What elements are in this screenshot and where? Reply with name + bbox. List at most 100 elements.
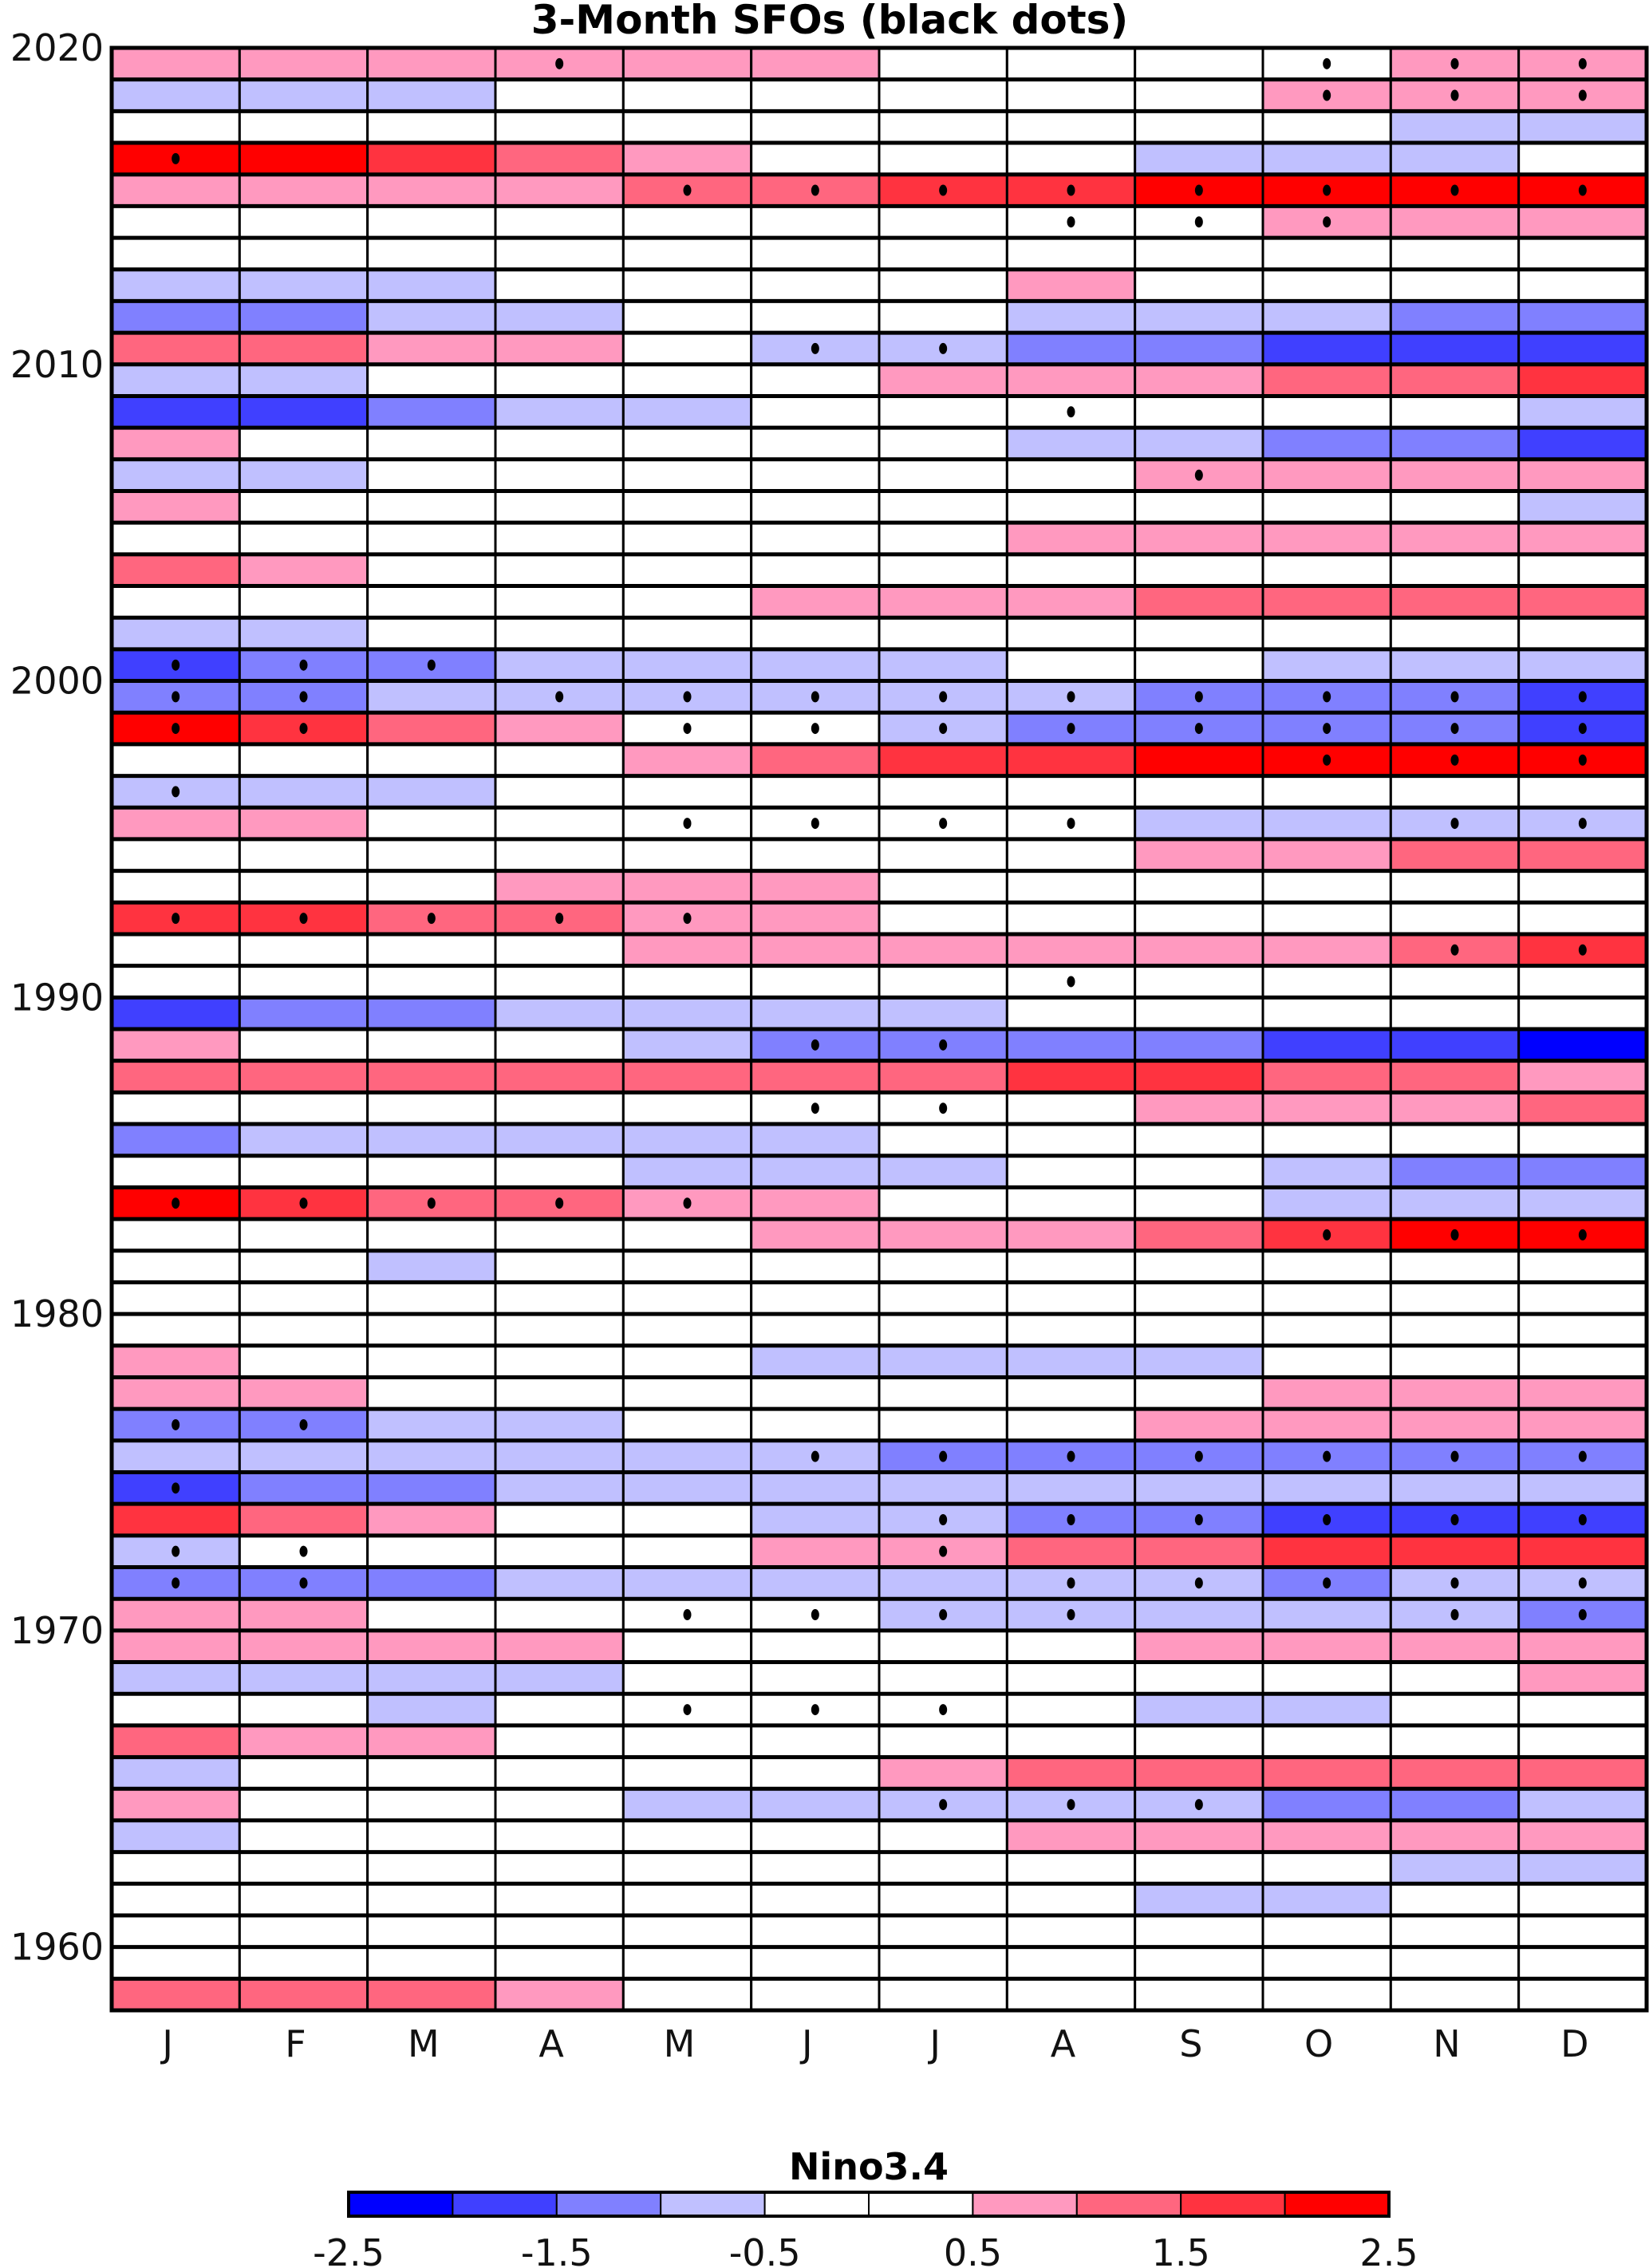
month-label: D	[1560, 2022, 1588, 2065]
cell-1966-8	[1134, 1724, 1264, 1759]
cell-1959-4	[621, 1946, 753, 1980]
colorbar-swatch	[348, 2191, 454, 2217]
cell-1991-3	[494, 933, 625, 968]
cell-1989-10	[1389, 996, 1521, 1031]
cell-1961-1	[238, 1882, 369, 1917]
cell-1980-7	[1005, 1280, 1137, 1315]
cell-2008-3	[494, 394, 625, 429]
cell-1976-4	[621, 1407, 753, 1442]
month-label: A	[1051, 2022, 1076, 2065]
cell-1972-9	[1261, 1534, 1392, 1569]
cell-1961-4	[621, 1882, 753, 1917]
cell-1988-9	[1261, 1028, 1392, 1063]
cell-2016-6	[878, 141, 1008, 176]
sfo-dot-1970-5	[811, 1609, 819, 1621]
cell-2002-1	[238, 585, 369, 619]
cell-2009-5	[750, 363, 881, 397]
cell-1994-11	[1517, 838, 1648, 873]
cell-2006-5	[750, 458, 881, 492]
cell-1980-0	[110, 1280, 241, 1315]
cell-2005-2	[366, 489, 497, 524]
cell-2004-4	[621, 521, 753, 556]
cell-2003-9	[1261, 553, 1392, 588]
cell-1974-1	[238, 1470, 369, 1505]
sfo-dot-1982-10	[1450, 1229, 1459, 1240]
cell-2011-6	[878, 299, 1008, 334]
cell-2006-3	[494, 458, 625, 492]
cell-1958-11	[1517, 1977, 1648, 2012]
cell-2017-0	[110, 109, 241, 144]
cell-1969-3	[494, 1629, 625, 1664]
cell-1976-10	[1389, 1407, 1521, 1442]
cell-1970-2	[366, 1597, 497, 1632]
sfo-dot-1998-5	[811, 723, 819, 735]
cell-1989-0	[110, 996, 241, 1031]
cell-1991-0	[110, 933, 241, 968]
cell-1965-8	[1134, 1756, 1264, 1790]
cell-2016-3	[494, 141, 625, 176]
cell-2000-9	[1261, 648, 1392, 683]
cell-2006-7	[1005, 458, 1137, 492]
month-label: N	[1433, 2022, 1460, 2065]
colorbar-swatch	[1180, 2191, 1286, 2217]
cell-2013-9	[1261, 236, 1392, 271]
cell-2008-1	[238, 394, 369, 429]
cell-2016-8	[1134, 141, 1264, 176]
sfo-dot-2015-7	[1067, 184, 1075, 196]
cell-1986-11	[1517, 1091, 1648, 1126]
sfo-dot-2018-9	[1323, 89, 1331, 101]
cell-2009-3	[494, 363, 625, 397]
cell-1993-5	[750, 870, 881, 904]
cell-1969-1	[238, 1629, 369, 1664]
y-tick-label: 1990	[10, 976, 104, 1019]
cell-2007-7	[1005, 426, 1137, 461]
cell-1960-5	[750, 1914, 881, 1949]
sfo-dot-1976-0	[172, 1418, 180, 1430]
cell-1993-7	[1005, 870, 1137, 904]
cell-1972-5	[750, 1534, 881, 1569]
colorbar-swatch	[868, 2191, 974, 2217]
cell-2003-2	[366, 553, 497, 588]
cell-2000-5	[750, 648, 881, 683]
cell-1994-5	[750, 838, 881, 873]
cell-1985-11	[1517, 1122, 1648, 1158]
cell-2006-1	[238, 458, 369, 492]
cell-2012-6	[878, 268, 1008, 302]
month-label: S	[1179, 2022, 1202, 2065]
cell-1966-1	[238, 1724, 369, 1759]
cell-1966-2	[366, 1724, 497, 1759]
cell-1986-10	[1389, 1091, 1521, 1126]
cell-2002-10	[1389, 585, 1521, 619]
sfo-dot-1995-6	[939, 818, 948, 830]
sfo-dot-2015-6	[939, 184, 948, 196]
cell-1982-0	[110, 1217, 241, 1252]
cell-1993-4	[621, 870, 753, 904]
cell-1980-3	[494, 1280, 625, 1315]
sfo-dot-2014-9	[1323, 216, 1331, 228]
cell-2002-0	[110, 585, 241, 619]
cell-2003-8	[1134, 553, 1264, 588]
cell-1991-9	[1261, 933, 1392, 968]
cell-1979-9	[1261, 1312, 1392, 1347]
cell-2018-7	[1005, 78, 1137, 112]
cell-2001-9	[1261, 616, 1392, 651]
cell-1982-1	[238, 1217, 369, 1252]
cell-2001-1	[238, 616, 369, 651]
sfo-dot-1988-5	[811, 1039, 819, 1051]
cell-1972-11	[1517, 1534, 1648, 1569]
cell-1986-1	[238, 1091, 369, 1126]
cell-2002-8	[1134, 585, 1264, 619]
cell-1984-2	[366, 1154, 497, 1189]
cell-1985-3	[494, 1122, 625, 1158]
cell-2005-1	[238, 489, 369, 524]
cell-1989-1	[238, 996, 369, 1031]
cell-1990-8	[1134, 964, 1264, 999]
cell-1984-11	[1517, 1154, 1648, 1189]
cell-2016-5	[750, 141, 881, 176]
cell-1984-6	[878, 1154, 1008, 1189]
cell-1981-7	[1005, 1249, 1137, 1284]
cell-1959-2	[366, 1946, 497, 1980]
cell-1970-1	[238, 1597, 369, 1632]
sfo-dot-1998-8	[1194, 723, 1203, 735]
cell-1966-9	[1261, 1724, 1392, 1759]
